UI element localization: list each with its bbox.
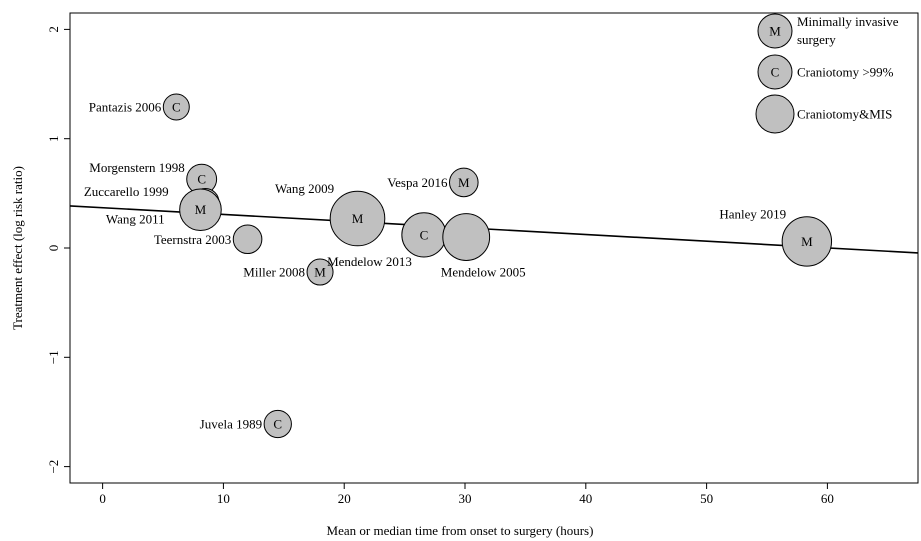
y-tick-label: 2 [46,26,61,32]
study-type-letter: M [314,265,326,280]
study-bubble [329,190,386,247]
legend-label: Craniotomy&MIS [797,107,892,122]
legend-item: C Craniotomy >99% [757,54,894,90]
study-point: C Pantazis 2006 [89,93,190,121]
study-label: Morgenstern 1998 [89,160,184,175]
study-type-letter: C [273,416,282,431]
study-label: Juvela 1989 [200,416,262,431]
study-type-letter: M [458,175,470,190]
study-point: Mendelow 2005 [441,213,526,279]
x-tick-label: 60 [821,491,834,506]
study-point: M Vespa 2016 [387,167,479,198]
legend-marker [757,54,793,90]
study-label: Wang 2009 [275,181,334,196]
study-bubble [781,216,833,267]
study-bubble [232,224,263,255]
legend-label: Craniotomy >99% [797,65,894,80]
study-bubble [306,258,334,286]
study-bubble [263,409,292,439]
legend: M Minimally invasive surgery C Craniotomy >9… [755,13,899,134]
x-tick-label: 30 [459,491,472,506]
study-type-letter: C [197,172,206,187]
y-axis-title: Treatment effect (log risk ratio) [10,166,25,330]
study-type-letter: C [172,100,181,115]
study-label: Teernstra 2003 [154,232,231,247]
legend-label: surgery [797,32,836,47]
legend-label: Minimally invasive [797,14,899,29]
y-tick-label: −1 [46,350,61,364]
x-axis-title: Mean or median time from onset to surger… [327,523,594,538]
legend-marker [755,94,795,134]
y-axis: −2 −1 0 1 2 [46,26,70,474]
x-tick-label: 40 [579,491,592,506]
study-bubble [442,213,491,261]
legend-item: M Minimally invasive surgery [757,13,899,49]
study-type-letter: M [195,202,207,217]
study-bubble [449,167,479,198]
study-label: Miller 2008 [243,265,305,280]
y-tick-label: 0 [46,245,61,252]
legend-letter: C [771,65,780,80]
x-tick-label: 0 [99,491,106,506]
study-bubble [179,188,222,232]
y-tick-label: 1 [46,135,61,142]
study-label: Wang 2011 [106,212,165,227]
study-type-letter: M [352,211,364,226]
study-label: Mendelow 2005 [441,264,526,279]
legend-letter: M [769,24,781,39]
y-tick-label: −2 [46,460,61,474]
study-bubble [162,93,190,121]
study-points-layer: C Pantazis 2006 C Morgenstern 1998 Zuccarell… [84,93,833,439]
study-point: M Miller 2008 [243,258,334,286]
study-point: Teernstra 2003 [154,224,263,255]
x-tick-label: 20 [338,491,351,506]
study-type-letter: M [801,234,813,249]
study-point: M Wang 2011 [106,188,222,232]
x-tick-label: 10 [217,491,230,506]
study-point: C Mendelow 2013 [327,212,447,269]
legend-item: Craniotomy&MIS [755,94,892,134]
study-label: Hanley 2019 [719,207,786,222]
legend-marker [757,13,793,49]
x-tick-label: 50 [700,491,713,506]
study-point: M Hanley 2019 [719,207,833,267]
study-label: Zuccarello 1999 [84,184,169,199]
study-point: C Juvela 1989 [200,409,292,439]
study-type-letter: C [420,227,429,242]
study-point: M Wang 2009 [275,181,386,247]
study-label: Pantazis 2006 [89,100,162,115]
study-label: Vespa 2016 [387,175,448,190]
study-point: C Morgenstern 1998 [89,160,218,195]
study-label: Mendelow 2013 [327,254,412,269]
x-axis: 0 10 20 30 40 50 60 [99,483,834,506]
